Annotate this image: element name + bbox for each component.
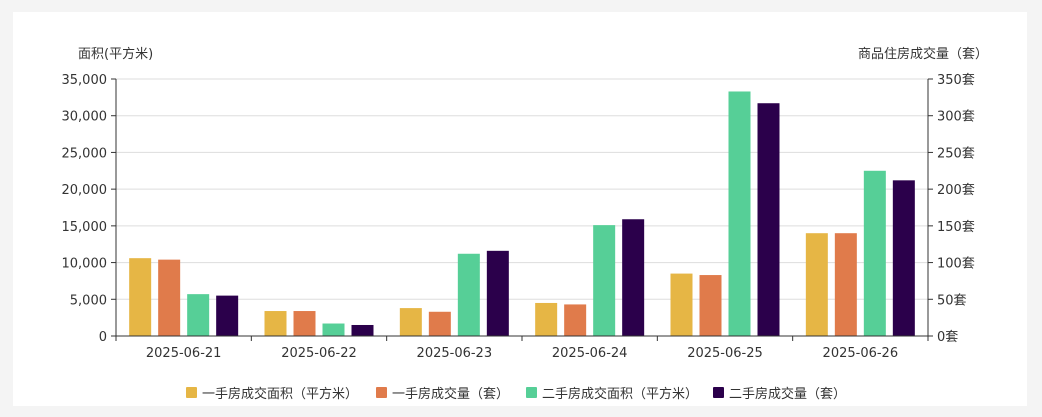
x-tick-label: 2025-06-23 bbox=[417, 346, 493, 361]
legend-swatch bbox=[376, 387, 387, 398]
bar bbox=[293, 311, 316, 336]
left-tick-label: 25,000 bbox=[62, 146, 108, 161]
right-tick-label: 50套 bbox=[937, 292, 967, 308]
right-axis-ticks: 350套 300套 250套 200套 150套 100套 50套 0套 bbox=[928, 72, 975, 345]
legend: 一手房成交面积（平方米） 一手房成交量（套） 二手房成交面积（平方米） 二手房成交量（… bbox=[186, 386, 846, 402]
right-tick-label: 100套 bbox=[937, 256, 975, 272]
left-axis-ticks: 35,000 30,000 25,000 20,000 15,000 10,000 5,00… bbox=[62, 73, 116, 345]
x-tick-label: 2025-06-21 bbox=[146, 346, 222, 361]
bar bbox=[564, 304, 587, 336]
right-tick-label: 350套 bbox=[937, 72, 975, 88]
bar bbox=[187, 294, 210, 336]
x-tick-label: 2025-06-25 bbox=[687, 346, 763, 361]
x-tick-label: 2025-06-22 bbox=[281, 346, 357, 361]
bar bbox=[728, 91, 751, 337]
right-tick-label: 0套 bbox=[937, 329, 958, 345]
bar bbox=[457, 253, 480, 336]
legend-swatch bbox=[186, 387, 197, 398]
bar bbox=[399, 308, 422, 336]
bar bbox=[322, 323, 345, 336]
legend-swatch bbox=[713, 387, 724, 398]
legend-swatch bbox=[526, 387, 537, 398]
right-tick-label: 200套 bbox=[937, 182, 975, 198]
legend-label: 一手房成交面积（平方米） bbox=[202, 386, 358, 402]
legend-label: 一手房成交量（套） bbox=[392, 386, 509, 402]
bar bbox=[129, 258, 152, 336]
left-tick-label: 5,000 bbox=[70, 293, 107, 308]
left-tick-label: 30,000 bbox=[62, 110, 108, 125]
bar bbox=[535, 302, 558, 336]
bar bbox=[593, 225, 616, 336]
right-tick-label: 250套 bbox=[937, 145, 975, 161]
legend-label: 二手房成交量（套） bbox=[729, 386, 846, 402]
bar bbox=[863, 170, 886, 336]
bar bbox=[216, 295, 239, 336]
bar bbox=[805, 233, 828, 336]
bar bbox=[834, 233, 857, 336]
bar bbox=[428, 311, 451, 336]
x-axis-ticks: 2025-06-21 2025-06-22 2025-06-23 2025-06-24… bbox=[115, 336, 929, 361]
bar bbox=[670, 273, 693, 336]
chart-card bbox=[13, 12, 1027, 406]
bar bbox=[622, 219, 645, 336]
left-tick-label: 35,000 bbox=[62, 73, 108, 88]
left-tick-label: 15,000 bbox=[62, 220, 108, 235]
right-tick-label: 150套 bbox=[937, 219, 975, 235]
left-tick-label: 20,000 bbox=[62, 183, 108, 198]
bar bbox=[351, 324, 374, 336]
legend-label: 二手房成交面积（平方米） bbox=[542, 386, 698, 402]
bar bbox=[757, 103, 780, 336]
left-axis-title: 面积(平方米) bbox=[78, 46, 153, 62]
bar bbox=[699, 275, 722, 336]
left-tick-label: 10,000 bbox=[62, 257, 108, 272]
bar bbox=[158, 259, 181, 336]
left-tick-label: 0 bbox=[99, 330, 107, 345]
bar bbox=[486, 250, 509, 336]
bars bbox=[129, 91, 915, 337]
x-tick-label: 2025-06-24 bbox=[552, 346, 628, 361]
gridlines bbox=[116, 78, 928, 300]
right-tick-label: 300套 bbox=[937, 109, 975, 125]
right-axis-title: 商品住房成交量（套） bbox=[858, 46, 988, 62]
x-tick-label: 2025-06-26 bbox=[823, 346, 899, 361]
bar bbox=[892, 180, 915, 336]
bar bbox=[264, 311, 287, 336]
